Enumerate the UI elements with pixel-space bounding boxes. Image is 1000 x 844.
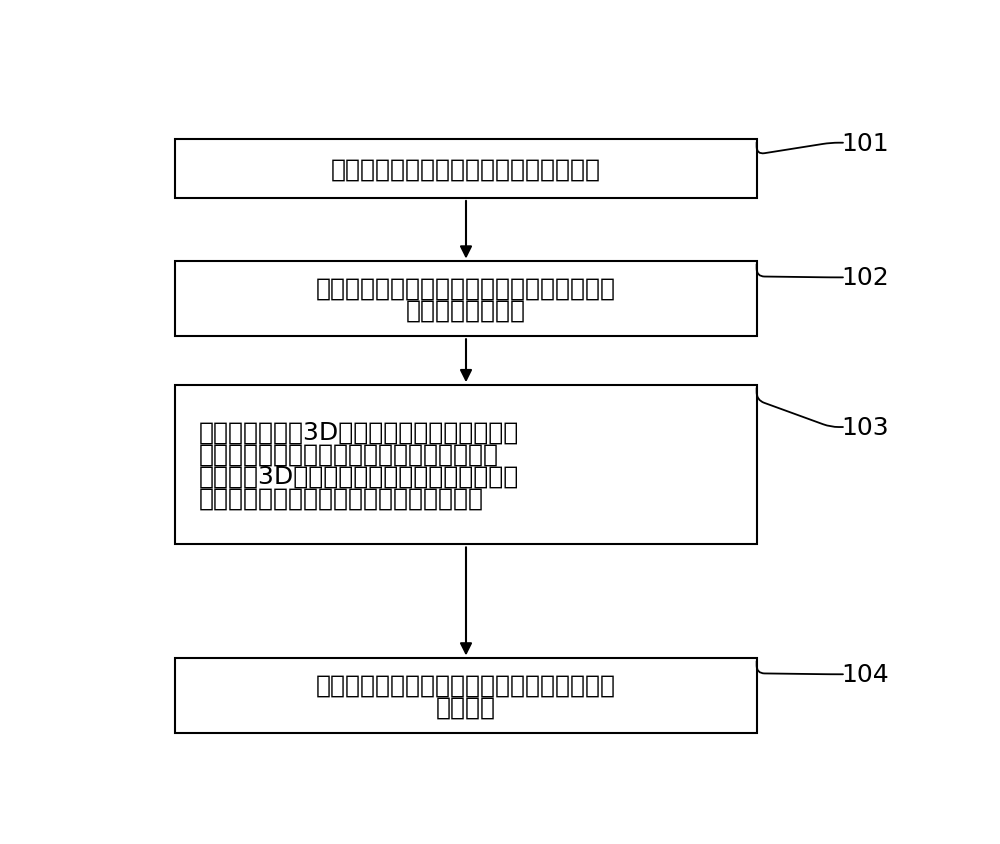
FancyBboxPatch shape bbox=[175, 262, 757, 337]
Text: 维全景图数据进行标记，得到下颌神经管；其: 维全景图数据进行标记，得到下颌神经管；其 bbox=[199, 442, 499, 466]
Text: 将标记的下颌神经管映射到所述第一三维全景: 将标记的下颌神经管映射到所述第一三维全景 bbox=[316, 673, 616, 697]
Text: 使用训练完成的3D神经网络模型对所述第二三: 使用训练完成的3D神经网络模型对所述第二三 bbox=[199, 420, 519, 444]
Text: 101: 101 bbox=[841, 132, 889, 155]
Text: 104: 104 bbox=[841, 663, 889, 686]
Text: 获取牙周的曲面体的第一三维全景图数据: 获取牙周的曲面体的第一三维全景图数据 bbox=[331, 158, 601, 181]
FancyBboxPatch shape bbox=[175, 386, 757, 545]
FancyBboxPatch shape bbox=[175, 140, 757, 198]
Text: 中，所述3D神经网络模型是基于标记有下颌神: 中，所述3D神经网络模型是基于标记有下颌神 bbox=[199, 464, 519, 488]
Text: 将所述第一三维全景图数据展开为长方体的第: 将所述第一三维全景图数据展开为长方体的第 bbox=[316, 277, 616, 300]
Text: 二三维全景图数据: 二三维全景图数据 bbox=[406, 299, 526, 322]
Text: 图数据上: 图数据上 bbox=[436, 695, 496, 719]
Text: 102: 102 bbox=[841, 266, 889, 290]
Text: 103: 103 bbox=[841, 415, 889, 440]
Text: 经管的长方体的三维全景图数据，训练得到: 经管的长方体的三维全景图数据，训练得到 bbox=[199, 486, 484, 511]
FancyBboxPatch shape bbox=[175, 658, 757, 733]
